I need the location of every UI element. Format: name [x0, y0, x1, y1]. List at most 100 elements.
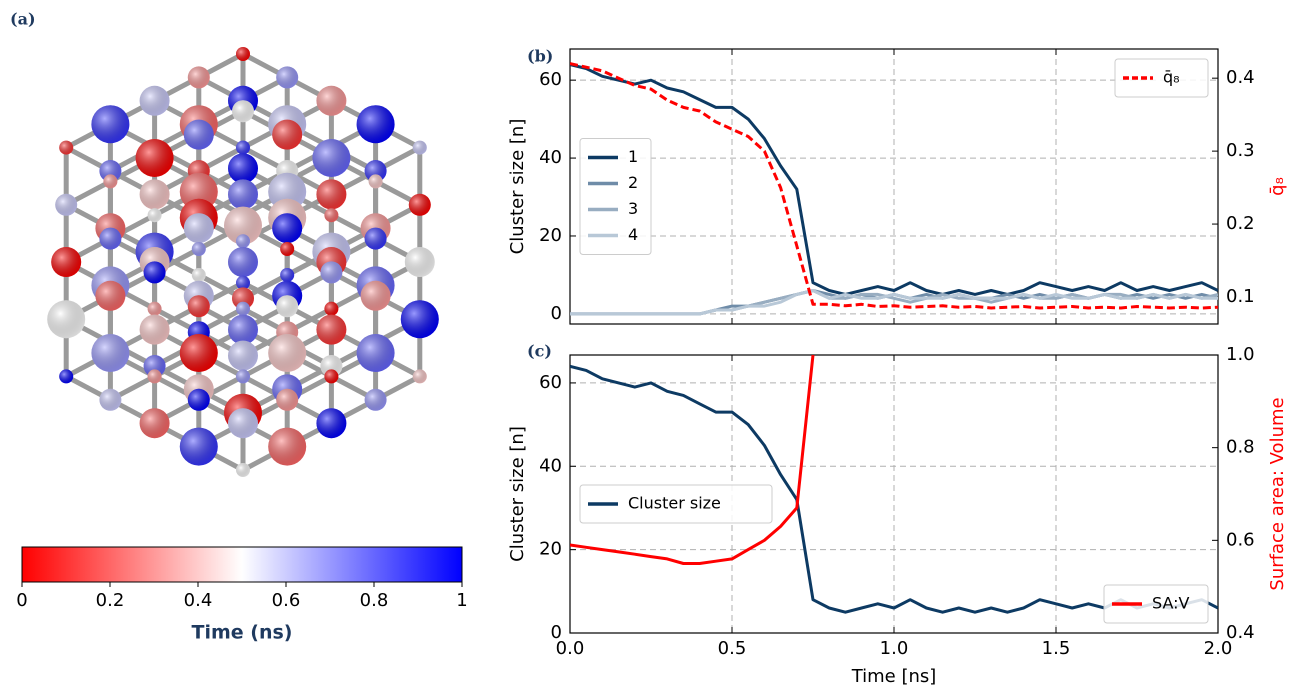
plot-area: [570, 355, 1218, 614]
atom-shade: [55, 193, 78, 216]
atom-shade: [356, 334, 395, 372]
atom-shade: [224, 206, 262, 245]
legend-box: [579, 138, 652, 255]
series-line: [570, 355, 815, 565]
atom-shade: [147, 208, 162, 223]
plot-frame: [569, 354, 1219, 634]
atom-shade: [280, 242, 295, 256]
x-tick-label: 0.5: [718, 638, 747, 659]
plot-frame: [569, 48, 1219, 325]
atom-shade: [412, 369, 427, 384]
atom-shade: [268, 427, 307, 466]
series-line: [570, 289, 1218, 316]
atom-shade: [139, 314, 170, 345]
atom-shade: [191, 268, 206, 282]
atom-shade: [324, 369, 339, 384]
legend-label: 4: [628, 225, 638, 244]
molecule-render: [47, 47, 439, 477]
atom-shade: [59, 140, 74, 155]
atom-shade: [228, 247, 258, 277]
atom-shade: [51, 247, 82, 277]
atom-shade: [368, 174, 383, 189]
x-tick-label: 0.4: [184, 590, 213, 611]
atom-shade: [316, 408, 347, 439]
y2-axis-label: q̄₈: [1267, 177, 1288, 196]
atom-shade: [360, 280, 391, 311]
atom-shade: [187, 295, 210, 318]
atom-shade: [320, 261, 343, 284]
atom-shade: [179, 427, 218, 466]
atom-shade: [236, 301, 250, 316]
atom-shade: [236, 275, 250, 290]
y2-tick-label: 0.3: [1226, 140, 1255, 161]
y2-tick-label: 0.6: [1226, 529, 1255, 550]
legend-box: [1114, 58, 1209, 98]
atom-shade: [47, 300, 86, 339]
atom-shade: [364, 388, 387, 411]
atom-shade: [228, 408, 258, 439]
atom-shade: [99, 160, 122, 182]
x-tick-label: 0.8: [360, 590, 389, 611]
x-tick-label: 1: [456, 590, 467, 611]
atom-shade: [187, 388, 210, 411]
y-tick-label: 60: [539, 69, 562, 90]
y2-tick-label: 1.0: [1226, 344, 1255, 365]
y2-tick-label: 0.2: [1226, 213, 1255, 234]
atom-shade: [236, 369, 250, 384]
atom-shade: [364, 227, 387, 250]
legend-label: q̄₈: [1163, 68, 1180, 87]
atom-shade: [91, 105, 130, 144]
atom-shade: [179, 172, 218, 211]
y2-tick-label: 0.4: [1226, 622, 1255, 643]
atom-shade: [404, 247, 435, 277]
atom-shade: [280, 268, 295, 282]
legend-label: Cluster size: [628, 494, 721, 513]
y2-tick-label: 0.8: [1226, 437, 1255, 458]
legend-label: 2: [628, 173, 638, 192]
series-line: [570, 63, 1218, 296]
atom-shade: [316, 179, 347, 210]
atom-shade: [95, 280, 126, 311]
legend-label: 1: [628, 147, 638, 166]
atom-shade: [187, 66, 210, 89]
atom-shade: [236, 140, 250, 155]
atom-shade: [324, 301, 339, 316]
atom-shade: [236, 234, 250, 249]
y2-tick-label: 0.1: [1226, 286, 1255, 307]
atom-shade: [183, 119, 214, 150]
x-tick-label: 0: [16, 590, 27, 611]
x-tick-label: 0.2: [96, 590, 125, 611]
atom-shade: [236, 47, 250, 61]
atom-shade: [147, 369, 162, 384]
y-axis-label: Cluster size [n]: [507, 426, 528, 562]
atom-shade: [272, 119, 303, 150]
y-tick-label: 40: [539, 147, 562, 168]
atom-shade: [272, 213, 303, 244]
x-tick-label: 0.6: [272, 590, 301, 611]
colorbar-label: Time (ns): [192, 622, 293, 644]
atom-shade: [191, 242, 206, 256]
y2-tick-label: 0.4: [1226, 67, 1255, 88]
atom-shade: [147, 301, 162, 316]
atom-shade: [320, 355, 343, 377]
x-tick-label: 0.0: [556, 638, 585, 659]
legend-label: 3: [628, 199, 638, 218]
atom-shade: [276, 295, 299, 318]
series-line: [570, 62, 1218, 310]
atom-shade: [268, 172, 307, 211]
atom-shade: [139, 179, 170, 210]
panel-label: (c): [527, 342, 552, 361]
legend-box: [1103, 584, 1209, 624]
legend-label: SA:V: [1152, 594, 1190, 613]
atom-shade: [99, 227, 122, 250]
atom-shade: [316, 314, 347, 345]
atom-shade: [356, 105, 395, 144]
atom-shade: [183, 213, 214, 244]
atom-shade: [179, 334, 218, 372]
atom-shade: [228, 340, 258, 371]
atom-shade: [232, 100, 254, 123]
atom-shade: [276, 66, 299, 89]
atom-shade: [59, 369, 74, 384]
atom-shade: [143, 355, 166, 377]
